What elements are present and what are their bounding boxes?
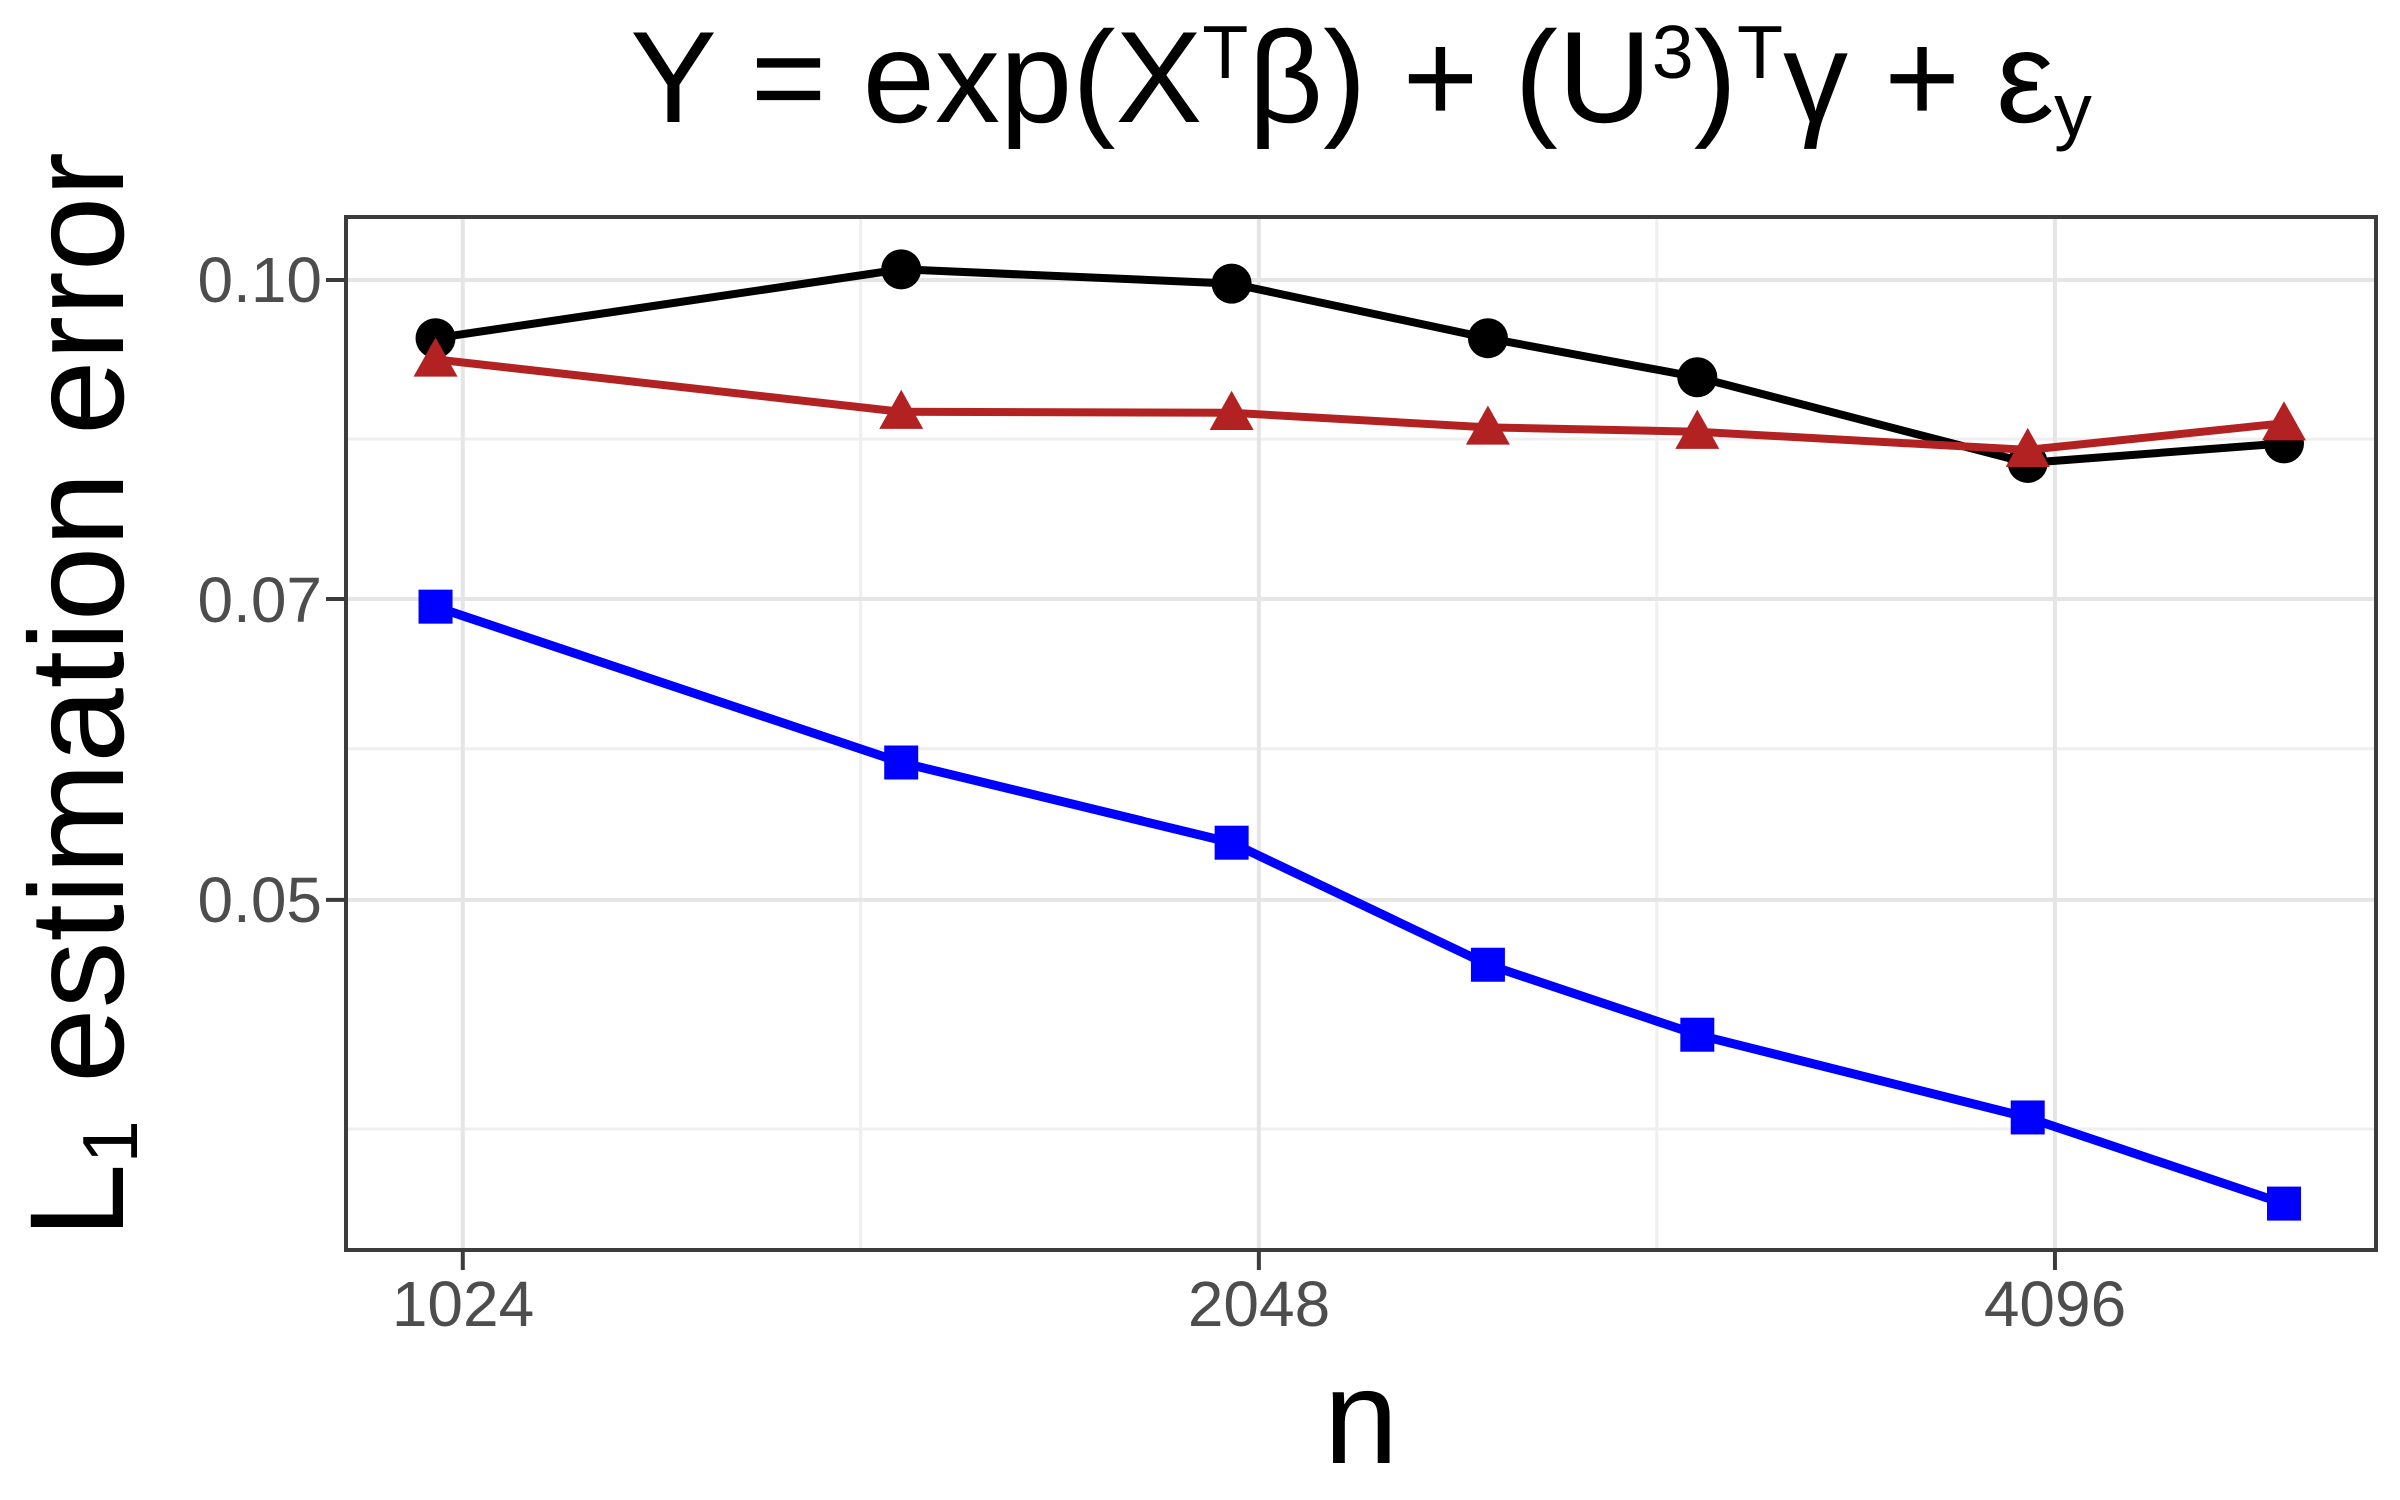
- y-tick-label-010: 0.10: [197, 244, 322, 316]
- x-tick-label-1024: 1024: [391, 1268, 535, 1340]
- triangle-marker: [2261, 401, 2306, 441]
- square-marker: [884, 745, 919, 780]
- x-tick-label-4096: 4096: [1983, 1268, 2127, 1340]
- title-segment: 3: [1651, 10, 1694, 95]
- circle-marker: [1467, 318, 1508, 359]
- series-darkred-triangles: [413, 337, 2306, 468]
- title-segment: L: [3, 1163, 152, 1238]
- square-marker: [1214, 825, 1249, 860]
- circle-marker: [1211, 263, 1252, 304]
- square-marker: [2010, 1100, 2045, 1135]
- title-segment: T: [1736, 10, 1784, 95]
- square-marker: [1470, 947, 1505, 982]
- x-tick-label-2048: 2048: [1187, 1268, 1331, 1340]
- square-marker: [418, 589, 453, 624]
- triangle-marker: [1465, 405, 1510, 445]
- square-marker: [1680, 1017, 1715, 1052]
- title-segment: T: [1202, 10, 1249, 95]
- triangle-marker: [879, 389, 924, 429]
- square-marker: [2266, 1186, 2301, 1221]
- circle-marker: [1677, 357, 1718, 398]
- y-tick-label-005: 0.05: [197, 864, 322, 936]
- title-segment: y: [2054, 67, 2092, 152]
- axis-tick-marks: [326, 278, 2057, 1270]
- y-axis-title: L1 estimation error: [3, 0, 154, 1395]
- title-segment: X: [1115, 4, 1203, 150]
- title-segment: ) + (: [1323, 4, 1558, 150]
- chart-title: Y = exp(XTβ) + (U3)Tγ + εy: [346, 0, 2376, 155]
- y-tick-label-007: 0.07: [197, 564, 322, 636]
- triangle-marker: [1209, 390, 1254, 430]
- gridlines-major: [346, 217, 2376, 1250]
- black-circles-line: [434, 265, 2285, 467]
- gridlines-minor: [346, 217, 2376, 1250]
- circle-marker: [881, 249, 922, 290]
- panel-border: [344, 215, 2378, 1252]
- blue-squares-line: [434, 602, 2286, 1208]
- title-segment: γ + ε: [1783, 4, 2055, 150]
- title-segment: U: [1557, 4, 1652, 150]
- x-axis-title: n: [1323, 1343, 1399, 1492]
- triangle-marker: [413, 337, 458, 377]
- darkred-triangles-line: [435, 355, 2285, 454]
- series-blue-squares: [418, 589, 2301, 1221]
- title-segment: ): [1693, 4, 1737, 150]
- title-segment: Y = exp(: [630, 4, 1116, 150]
- triangle-marker: [1675, 409, 1720, 449]
- triangle-marker: [2005, 427, 2050, 468]
- title-segment: 1: [67, 1120, 154, 1164]
- title-segment: β: [1248, 4, 1324, 150]
